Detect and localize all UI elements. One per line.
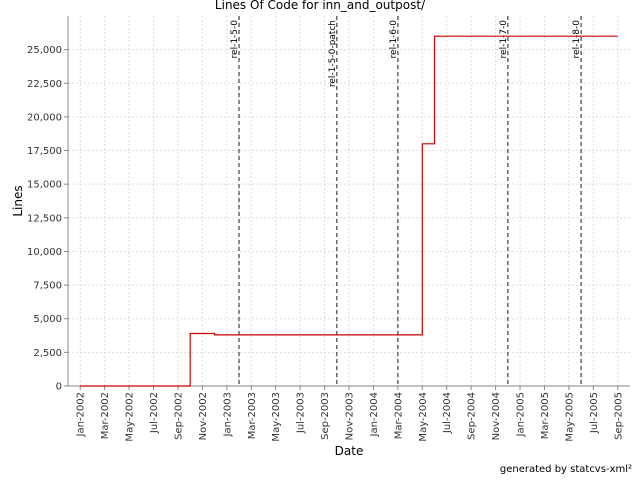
x-tick-label: Mar-2002: [100, 392, 111, 439]
y-tick-label: 2,500: [33, 348, 62, 359]
y-tick-label: 25,000: [27, 45, 62, 56]
y-axis-label: Lines: [11, 185, 25, 216]
x-tick-label: Sep-2004: [467, 392, 478, 440]
release-label: rel-1-8-0: [572, 20, 582, 59]
x-tick-label: May-2005: [564, 392, 575, 442]
y-tick-label: 0: [56, 382, 62, 393]
x-tick-label: Sep-2002: [173, 392, 184, 440]
release-label: rel-1-5-0-patch: [328, 20, 338, 87]
y-tick-label: 12,500: [27, 213, 62, 224]
x-tick-label: Jan-2003: [222, 392, 233, 437]
y-tick-label: 22,500: [27, 79, 62, 90]
x-tick-label: Jan-2002: [76, 392, 87, 437]
x-tick-label: Jan-2005: [516, 392, 527, 437]
chart-title: Lines Of Code for inn_and_outpost/: [215, 0, 426, 12]
x-tick-label: Jul-2002: [149, 392, 160, 434]
x-tick-label: Nov-2003: [345, 392, 356, 440]
x-tick-label: May-2004: [418, 392, 429, 442]
x-tick-label: Nov-2002: [198, 392, 209, 440]
x-tick-label: Sep-2005: [613, 392, 624, 440]
x-tick-label: Mar-2005: [540, 392, 551, 439]
release-label: rel-1-7-0: [499, 20, 509, 59]
x-tick-label: May-2003: [271, 392, 282, 442]
y-tick-label: 7,500: [33, 281, 62, 292]
x-tick-label: Jul-2003: [296, 392, 307, 434]
x-tick-label: May-2002: [125, 392, 136, 442]
x-tick-label: Nov-2004: [491, 392, 502, 440]
release-label: rel-1-5-0: [230, 20, 240, 59]
x-tick-label: Jul-2005: [589, 392, 600, 434]
x-tick-label: Jan-2004: [369, 392, 380, 437]
data-line: [80, 35, 618, 387]
footer: generated by statcvs-xml²: [500, 464, 632, 475]
release-label: rel-1-6-0: [389, 20, 399, 59]
x-tick-label: Sep-2003: [320, 392, 331, 440]
x-tick-label: Mar-2003: [247, 392, 258, 439]
y-tick-label: 17,500: [27, 146, 62, 157]
x-tick-label: Jul-2004: [442, 392, 453, 434]
x-axis-label: Date: [335, 444, 364, 458]
x-tick-label: Mar-2004: [393, 392, 404, 439]
y-tick-label: 20,000: [27, 112, 62, 123]
y-tick-label: 10,000: [27, 247, 62, 258]
y-tick-label: 5,000: [33, 314, 62, 325]
y-tick-label: 15,000: [27, 180, 62, 191]
